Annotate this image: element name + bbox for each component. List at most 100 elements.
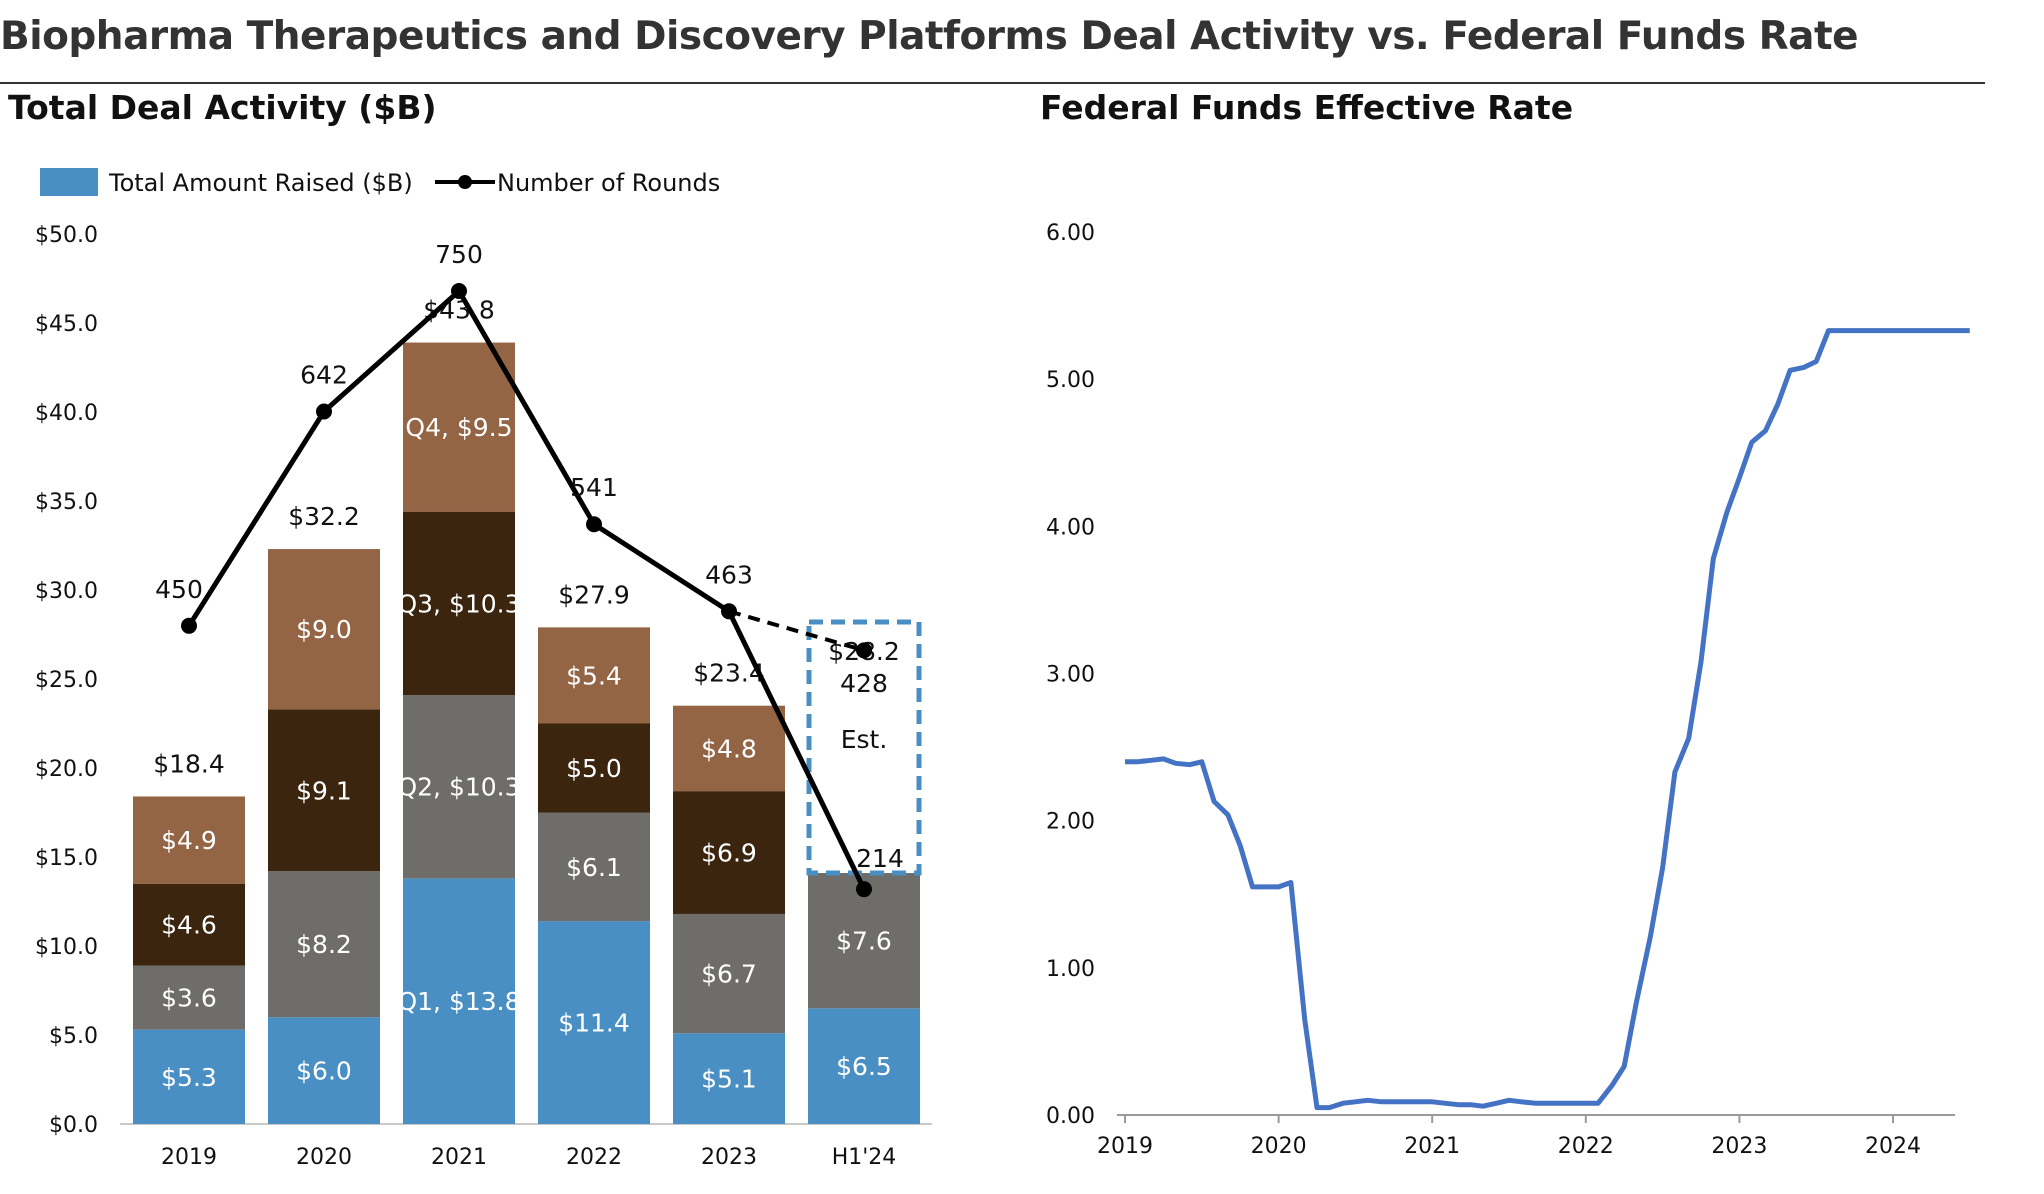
y-tick-label: $20.0 bbox=[35, 757, 98, 782]
bar-q1-2020 bbox=[268, 1017, 380, 1124]
bar-value-label: $6.1 bbox=[566, 853, 622, 882]
rounds-value-label: 750 bbox=[435, 240, 483, 269]
bar-value-label: $8.2 bbox=[296, 930, 352, 959]
rounds-point-2021 bbox=[451, 283, 467, 299]
estimate-note: Est. bbox=[841, 725, 888, 754]
x-tick-label: H1'24 bbox=[832, 1145, 897, 1170]
bar-value-label: $5.0 bbox=[566, 754, 622, 783]
y-tick-label: $50.0 bbox=[35, 223, 98, 248]
rate-y-tick-label: 2.00 bbox=[1046, 810, 1095, 835]
rate-x-tick-label: 2023 bbox=[1711, 1134, 1767, 1159]
y-tick-label: $15.0 bbox=[35, 846, 98, 871]
fed-rate-chart-title: Federal Funds Effective Rate bbox=[1040, 88, 1574, 127]
bar-q3-2021 bbox=[403, 511, 515, 696]
bar-q3-2019 bbox=[133, 883, 245, 966]
bar-q1-2023 bbox=[673, 1033, 785, 1124]
bar-value-label: Q3, $10.3 bbox=[397, 589, 520, 618]
bar-value-label: $3.6 bbox=[161, 984, 217, 1013]
bar-q2-2021 bbox=[403, 695, 515, 879]
bar-q1-2021 bbox=[403, 878, 515, 1124]
rate-x-tick-label: 2021 bbox=[1404, 1134, 1460, 1159]
rate-y-tick-label: 3.00 bbox=[1046, 663, 1095, 688]
rounds-point-H124 bbox=[856, 881, 872, 898]
bar-value-label: $9.1 bbox=[296, 776, 352, 805]
page-title: Biopharma Therapeutics and Discovery Pla… bbox=[0, 14, 1859, 59]
bar-q2-2019 bbox=[133, 965, 245, 1030]
title-divider bbox=[0, 82, 1985, 84]
rounds-value-label: 450 bbox=[155, 575, 203, 604]
y-tick-label: $5.0 bbox=[49, 1024, 98, 1049]
bar-total-label: $32.2 bbox=[288, 502, 360, 531]
bar-value-label: $4.8 bbox=[701, 734, 757, 763]
fed-rate-line bbox=[1125, 328, 1970, 1111]
rate-x-tick-label: 2022 bbox=[1558, 1134, 1614, 1159]
bar-total-label: $27.9 bbox=[558, 580, 630, 609]
bar-value-label: $6.9 bbox=[701, 839, 757, 868]
bar-q2-2022 bbox=[538, 812, 650, 922]
bar-q4-2019 bbox=[133, 796, 245, 884]
rounds-point-2023 bbox=[721, 603, 737, 620]
y-tick-label: $45.0 bbox=[35, 312, 98, 337]
bar-value-label: $6.0 bbox=[296, 1057, 352, 1086]
bar-q1-2019 bbox=[133, 1029, 245, 1124]
bar-value-label: $6.5 bbox=[836, 1052, 892, 1081]
rounds-point-2022 bbox=[586, 516, 602, 533]
rounds-point-2019 bbox=[181, 617, 197, 634]
rounds-value-label: 541 bbox=[570, 473, 618, 502]
rate-x-tick-label: 2024 bbox=[1865, 1134, 1921, 1159]
rate-x-tick-label: 2019 bbox=[1097, 1134, 1153, 1159]
bar-value-label: Q1, $13.8 bbox=[397, 987, 520, 1016]
rounds-estimate-point bbox=[856, 642, 872, 659]
y-tick-label: $30.0 bbox=[35, 579, 98, 604]
bar-value-label: $5.4 bbox=[566, 661, 622, 690]
y-tick-label: $10.0 bbox=[35, 935, 98, 960]
x-tick-label: 2020 bbox=[296, 1145, 352, 1170]
legend-line-label: Number of Rounds bbox=[497, 169, 720, 197]
y-tick-label: $40.0 bbox=[35, 401, 98, 426]
deal-activity-chart-title: Total Deal Activity ($B) bbox=[8, 88, 437, 127]
bar-value-label: $9.0 bbox=[296, 615, 352, 644]
rate-y-tick-label: 4.00 bbox=[1046, 515, 1095, 540]
bar-q4-2023 bbox=[673, 705, 785, 792]
rounds-value-label: 642 bbox=[300, 361, 348, 390]
bar-value-label: $11.4 bbox=[558, 1009, 630, 1038]
y-tick-label: $25.0 bbox=[35, 668, 98, 693]
bar-q4-2022 bbox=[538, 627, 650, 724]
bar-value-label: $5.3 bbox=[161, 1063, 217, 1092]
rounds-value-label: 214 bbox=[856, 844, 904, 873]
bar-total-label: $18.4 bbox=[153, 749, 225, 778]
rounds-estimate-label: 428 bbox=[840, 669, 888, 698]
bar-value-label: $6.7 bbox=[701, 960, 757, 989]
bar-q2-2023 bbox=[673, 913, 785, 1034]
legend-bar-swatch bbox=[40, 168, 98, 196]
x-tick-label: 2023 bbox=[701, 1145, 757, 1170]
x-tick-label: 2021 bbox=[431, 1145, 487, 1170]
y-tick-label: $35.0 bbox=[35, 490, 98, 515]
bar-value-label: $4.6 bbox=[161, 911, 217, 940]
x-tick-label: 2019 bbox=[161, 1145, 217, 1170]
legend-bar-label: Total Amount Raised ($B) bbox=[108, 169, 413, 197]
bar-value-label: $7.6 bbox=[836, 927, 892, 956]
rounds-estimate-line bbox=[728, 609, 865, 653]
rate-y-tick-label: 5.00 bbox=[1046, 368, 1095, 393]
bar-q2-2020 bbox=[268, 871, 380, 1018]
bar-value-label: $4.9 bbox=[161, 826, 217, 855]
rate-y-tick-label: 0.00 bbox=[1046, 1104, 1095, 1129]
rate-y-tick-label: 6.00 bbox=[1046, 221, 1095, 246]
rounds-point-2020 bbox=[316, 403, 332, 420]
legend-line-marker bbox=[458, 175, 472, 189]
bar-q4-2021 bbox=[403, 342, 515, 512]
bar-q3-2020 bbox=[268, 709, 380, 872]
y-tick-label: $0.0 bbox=[49, 1113, 98, 1138]
rate-x-tick-label: 2020 bbox=[1251, 1134, 1307, 1159]
bar-q3-2023 bbox=[673, 791, 785, 914]
bar-value-label: Q2, $10.3 bbox=[397, 773, 520, 802]
bar-q3-2022 bbox=[538, 723, 650, 813]
x-tick-label: 2022 bbox=[566, 1145, 622, 1170]
estimate-box bbox=[806, 619, 922, 876]
bar-q1-2022 bbox=[538, 921, 650, 1124]
bar-value-label: $5.1 bbox=[701, 1065, 757, 1094]
bar-q1-H124 bbox=[808, 1008, 920, 1124]
bar-q4-2020 bbox=[268, 549, 380, 710]
